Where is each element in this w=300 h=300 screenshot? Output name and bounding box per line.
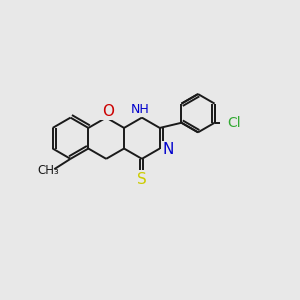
Text: S: S xyxy=(137,172,147,187)
Text: Cl: Cl xyxy=(227,116,241,130)
Text: N: N xyxy=(162,142,174,158)
Text: O: O xyxy=(102,103,114,118)
Text: NH: NH xyxy=(131,103,150,116)
Text: CH₃: CH₃ xyxy=(37,164,59,177)
